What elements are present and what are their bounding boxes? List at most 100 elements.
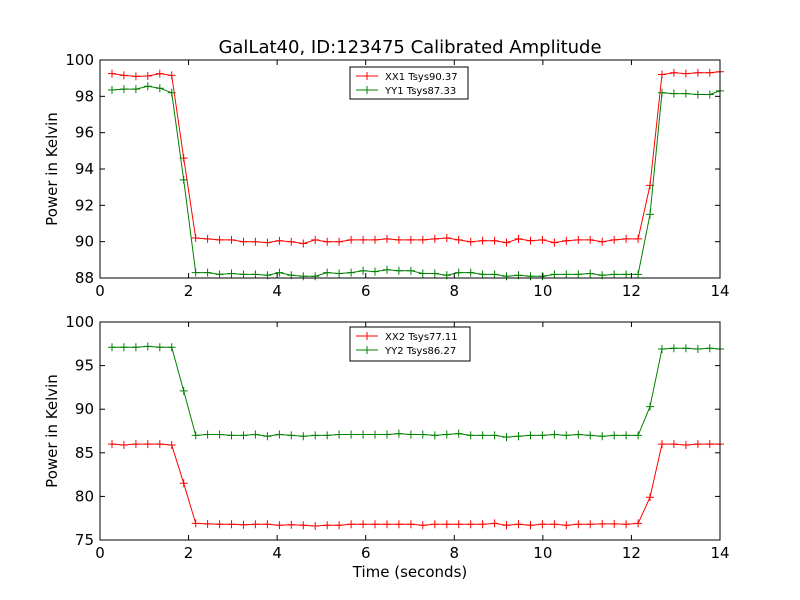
data-point-marker: [191, 234, 200, 242]
data-point-marker: [131, 440, 140, 449]
legend-box: [349, 326, 471, 362]
y-tick-label: 96: [75, 124, 94, 142]
x-tick-label: 14: [710, 282, 729, 300]
data-point-marker: [227, 431, 236, 440]
data-point-marker: [215, 520, 224, 529]
data-point-marker: [131, 343, 140, 352]
data-point-marker: [538, 520, 547, 529]
data-point-marker: [191, 268, 200, 277]
data-point-marker: [442, 520, 451, 529]
data-point-marker: [227, 235, 236, 244]
data-point-marker: [203, 234, 212, 243]
data-point-marker: [705, 440, 714, 449]
data-point-marker: [634, 270, 643, 279]
data-point-marker: [466, 431, 475, 440]
data-point-marker: [586, 235, 595, 244]
data-point-marker: [418, 269, 427, 278]
data-point-marker: [705, 68, 714, 77]
data-point-marker: [131, 85, 140, 94]
data-point-marker: [251, 430, 260, 439]
data-point-marker: [490, 270, 499, 279]
data-point-marker: [143, 342, 152, 351]
data-point-marker: [167, 441, 176, 449]
data-point-marker: [430, 269, 439, 278]
series-line: [111, 71, 721, 245]
data-point-marker: [442, 234, 451, 242]
x-tick-label: 2: [184, 544, 194, 562]
data-point-marker: [598, 237, 607, 246]
data-point-marker: [394, 266, 403, 275]
data-point-marker: [155, 343, 164, 352]
data-point-marker: [299, 272, 308, 281]
legend-entry-label: XX2 Tsys77.11: [385, 332, 458, 343]
y-tick-label: 75: [75, 531, 94, 549]
data-point-marker: [227, 269, 236, 278]
data-point-marker: [681, 89, 690, 98]
x-tick-label: 0: [95, 282, 105, 300]
data-point-marker: [586, 520, 595, 529]
data-point-marker: [693, 90, 702, 99]
data-point-marker: [287, 237, 296, 246]
data-point-marker: [681, 69, 690, 78]
data-point-marker: [681, 441, 690, 449]
data-point-marker: [705, 344, 714, 353]
data-point-marker: [215, 235, 224, 244]
data-point-marker: [227, 520, 236, 529]
y-tick-label: 100: [65, 313, 94, 331]
figure-title: GalLat40, ID:123475 Calibrated Amplitude: [218, 37, 601, 58]
data-point-marker: [406, 520, 415, 529]
legend-entry-label: XX1 Tsys90.37: [385, 72, 458, 83]
data-point-marker: [347, 235, 356, 244]
data-point-marker: [119, 71, 128, 80]
data-point-marker: [634, 519, 643, 528]
data-point-marker: [119, 343, 128, 352]
data-point-marker: [430, 520, 439, 529]
data-point-marker: [251, 270, 260, 279]
data-point-marker: [526, 272, 535, 281]
y-tick-label: 94: [75, 160, 94, 178]
data-point-marker: [371, 267, 379, 276]
y-tick-label: 90: [75, 400, 94, 418]
data-point-marker: [586, 431, 595, 440]
data-point-marker: [179, 175, 188, 184]
series-line: [111, 85, 721, 277]
y-tick-label: 88: [75, 269, 94, 287]
legend-swatch-marker: [363, 86, 371, 94]
data-point-marker: [263, 520, 272, 529]
data-point-marker: [478, 520, 487, 529]
data-point-marker: [143, 440, 152, 449]
data-point-marker: [108, 69, 116, 78]
data-point-marker: [179, 386, 188, 395]
x-tick-label: 4: [272, 544, 282, 562]
data-point-marker: [490, 236, 499, 245]
data-point-marker: [155, 69, 164, 78]
data-point-marker: [514, 234, 523, 243]
data-point-marker: [574, 270, 583, 279]
data-point-marker: [406, 235, 415, 244]
data-point-marker: [550, 270, 559, 279]
data-point-marker: [191, 431, 200, 440]
data-point-marker: [383, 265, 391, 274]
data-point-marker: [669, 344, 678, 353]
series-line: [112, 345, 721, 438]
data-point-marker: [191, 519, 200, 528]
data-point-marker: [466, 520, 475, 529]
data-point-marker: [119, 441, 128, 449]
x-tick-label: 6: [361, 544, 371, 562]
x-tick-label: 12: [622, 544, 641, 562]
data-point-marker: [514, 432, 523, 441]
y-tick-label: 98: [75, 87, 94, 105]
data-point-marker: [646, 402, 654, 411]
data-point-marker: [383, 520, 391, 529]
data-point-marker: [526, 236, 535, 245]
data-point-marker: [275, 430, 284, 439]
data-point-marker: [215, 430, 224, 439]
data-point-marker: [143, 82, 152, 91]
x-axis-label: Time (seconds): [352, 563, 468, 581]
data-point-marker: [383, 234, 391, 243]
data-point-marker: [514, 520, 523, 529]
data-point-marker: [275, 521, 284, 530]
data-point-marker: [634, 234, 643, 243]
data-point-marker: [466, 268, 475, 277]
